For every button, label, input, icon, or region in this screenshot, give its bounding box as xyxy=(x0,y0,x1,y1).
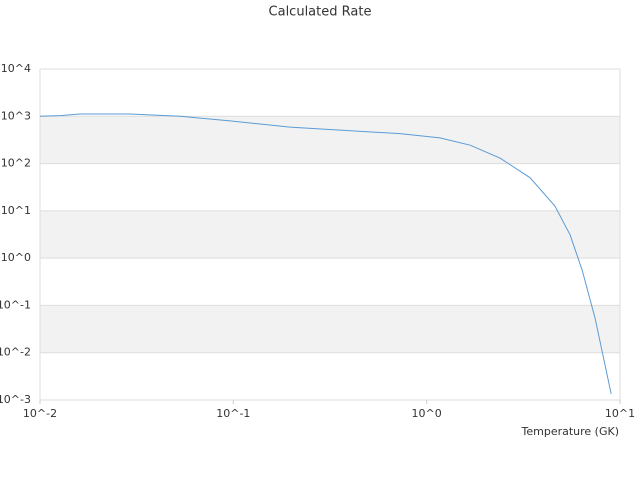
y-tick-label: 10^0 xyxy=(1,251,31,264)
x-tick-label: 10^-1 xyxy=(216,407,250,420)
y-tick-label: 10^4 xyxy=(1,62,31,75)
y-tick-label: 10^2 xyxy=(1,157,31,170)
y-tick-label: 10^-1 xyxy=(0,298,31,311)
x-axis-label: Temperature (GK) xyxy=(521,425,620,438)
grid-band xyxy=(40,210,620,259)
y-tick-label: 10^-2 xyxy=(0,346,31,359)
x-tick-label: 10^0 xyxy=(412,407,442,420)
y-tick-label: 10^3 xyxy=(1,109,31,122)
x-tick-label: 10^-2 xyxy=(23,407,57,420)
x-tick-label: 10^1 xyxy=(605,407,635,420)
y-tick-label: 10^1 xyxy=(1,204,31,217)
data-line xyxy=(39,113,612,394)
grid-band xyxy=(40,116,620,164)
y-tick-label: 10^-3 xyxy=(0,393,31,406)
grid-band xyxy=(40,305,620,353)
chart-title: Calculated Rate xyxy=(269,5,372,20)
